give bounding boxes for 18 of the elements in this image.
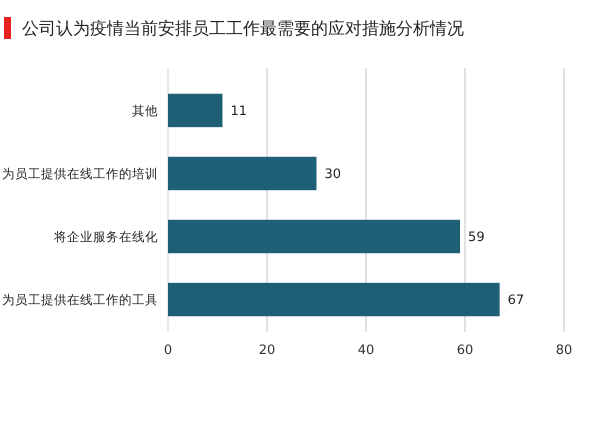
bar — [168, 220, 460, 254]
y-tick-label: 为员工提供在线工作的培训 — [2, 166, 158, 181]
y-tick-label: 将企业服务在线化 — [53, 228, 158, 244]
x-tick-label: 40 — [358, 343, 374, 358]
data-label: 30 — [324, 167, 342, 182]
y-tick-label: 为员工提供在线工作的工具 — [2, 292, 158, 307]
bar — [168, 94, 222, 128]
y-tick-label: 其他 — [132, 102, 158, 118]
x-tick-label: 20 — [258, 343, 276, 358]
bar — [168, 282, 500, 316]
x-tick-label: 80 — [556, 343, 572, 358]
x-tick-label: 60 — [456, 343, 474, 358]
chart-title: 公司认为疫情当前安排员工工作最需要的应对措施分析情况 — [22, 19, 464, 39]
data-label: 59 — [468, 230, 485, 246]
data-label: 11 — [230, 104, 247, 120]
data-label: 67 — [508, 293, 524, 308]
x-tick-label: 0 — [164, 343, 172, 358]
bar — [168, 156, 316, 190]
